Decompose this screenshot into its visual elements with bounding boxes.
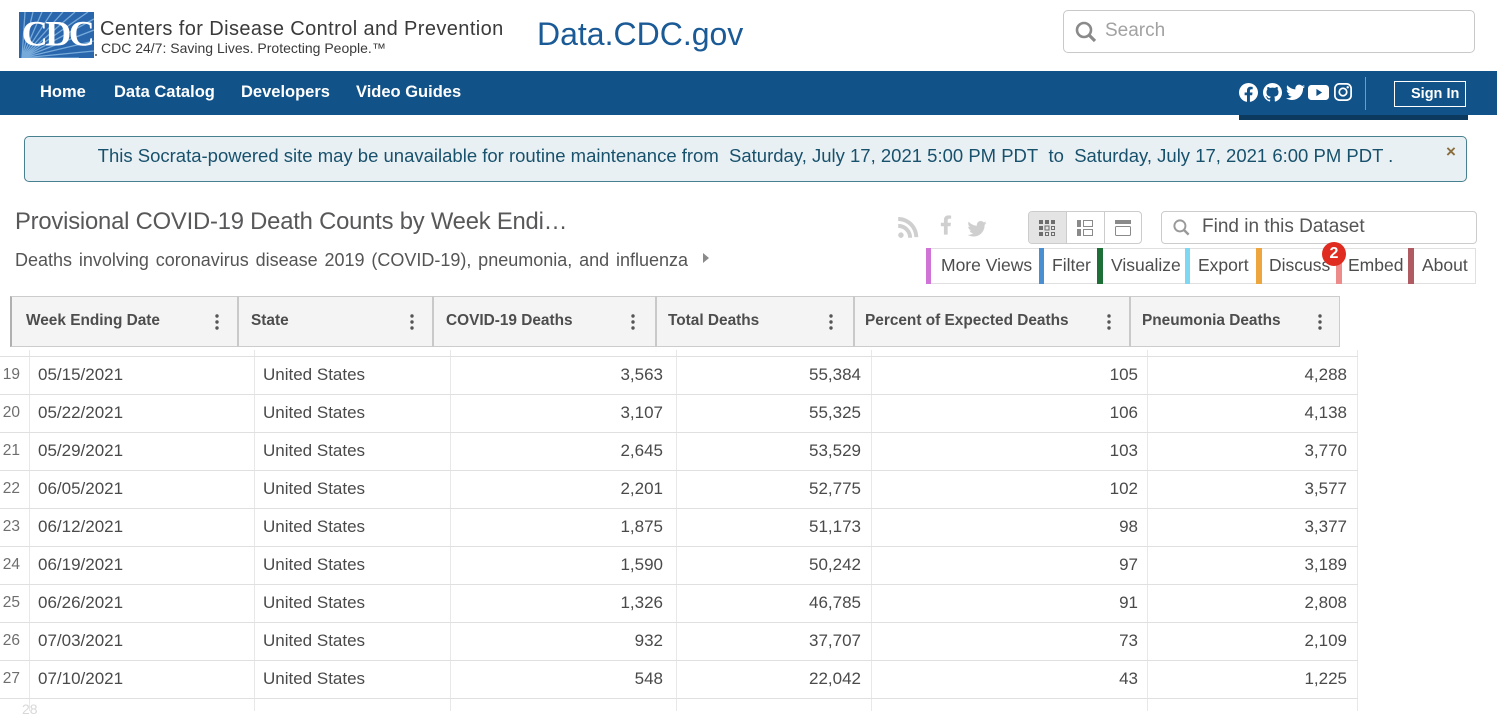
svg-text:CDC: CDC — [22, 14, 93, 54]
